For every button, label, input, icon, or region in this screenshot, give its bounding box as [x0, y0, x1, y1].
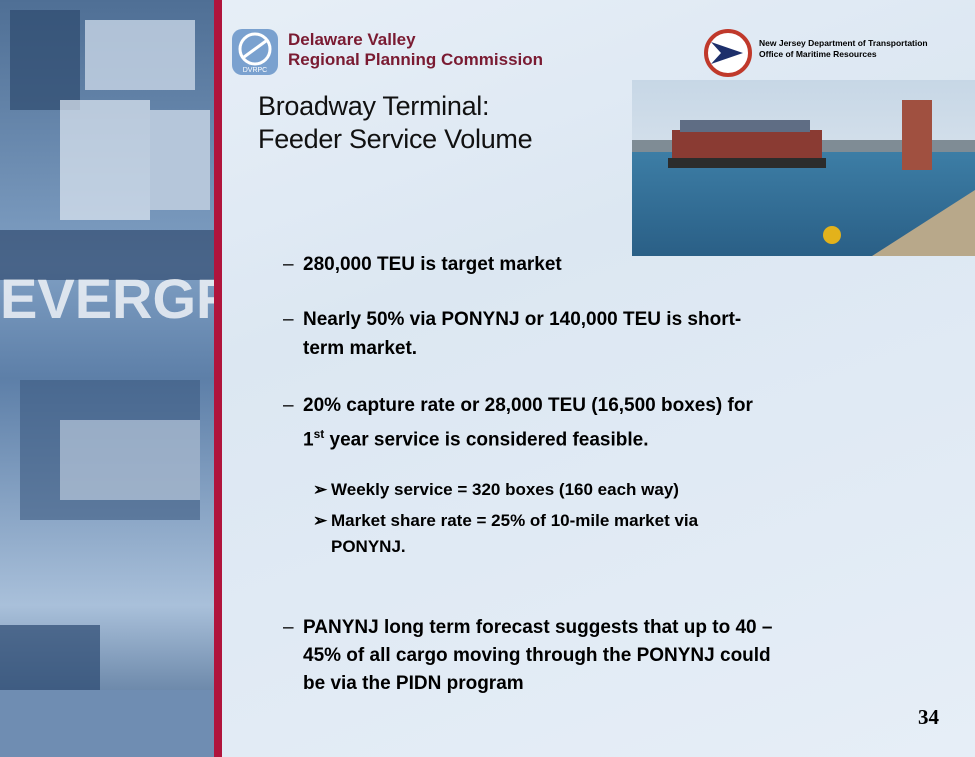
- org-name-line: Regional Planning Commission: [288, 50, 544, 69]
- sub-bullet-text: Market share rate = 25% of 10-mile marke…: [331, 511, 699, 530]
- bullet-dash: –: [283, 254, 294, 275]
- bullet-text: 280,000 TEU is target market: [303, 254, 562, 275]
- harbor-photo: [632, 80, 975, 256]
- bullet: – Nearly 50% via PONYNJ or 140,000 TEU i…: [283, 305, 741, 359]
- superscript: st: [313, 427, 325, 441]
- bullet: – 20% capture rate or 28,000 TEU (16,500…: [283, 391, 753, 450]
- sub-bullet-text: PONYNJ.: [331, 537, 406, 556]
- bullet-dash: –: [283, 617, 294, 638]
- left-photo-strip: EVERGREEN: [0, 0, 222, 757]
- partner-line: New Jersey Department of Transportation: [759, 38, 928, 48]
- background-text: EVERGREEN: [0, 267, 222, 330]
- njdot-logo: [704, 29, 752, 77]
- bullet-text: term market.: [303, 338, 418, 359]
- text-run: year service is considered feasible.: [324, 429, 649, 451]
- text-run: 1: [303, 429, 314, 451]
- sub-bullet-text: Weekly service = 320 boxes (160 each way…: [331, 480, 679, 499]
- bullet: – PANYNJ long term forecast suggests tha…: [283, 614, 772, 694]
- bullet-text: be via the PIDN program: [303, 673, 524, 694]
- page-number: 34: [918, 705, 939, 729]
- bullet-dash: –: [283, 395, 294, 416]
- sub-bullet-marker: ➢: [313, 480, 328, 499]
- partner-name: New Jersey Department of Transportation …: [759, 38, 928, 60]
- partner-line: Office of Maritime Resources: [759, 49, 877, 59]
- dvrpc-logo: DVRPC: [232, 29, 278, 75]
- org-name-line: Delaware Valley: [288, 30, 416, 49]
- slide-title: Broadway Terminal: Feeder Service Volume: [258, 90, 533, 156]
- bullet: – 280,000 TEU is target market: [283, 250, 562, 279]
- bullet-dash: –: [283, 309, 294, 330]
- bullet-text: PANYNJ long term forecast suggests that …: [303, 617, 773, 638]
- title-line: Feeder Service Volume: [258, 124, 533, 154]
- sub-bullet: ➢ Market share rate = 25% of 10-mile mar…: [313, 508, 698, 556]
- org-name: Delaware Valley Regional Planning Commis…: [288, 30, 543, 70]
- sub-bullet-marker: ➢: [313, 511, 328, 530]
- sub-bullet: ➢ Weekly service = 320 boxes (160 each w…: [313, 477, 679, 503]
- bullet-text: 20% capture rate or 28,000 TEU (16,500 b…: [303, 395, 753, 416]
- bullet-text: 45% of all cargo moving through the PONY…: [303, 645, 771, 666]
- bullet-text: Nearly 50% via PONYNJ or 140,000 TEU is …: [303, 309, 742, 330]
- title-line: Broadway Terminal:: [258, 91, 490, 121]
- logo-text: DVRPC: [243, 67, 268, 74]
- bullet-text: 1st year service is considered feasible.: [303, 420, 753, 454]
